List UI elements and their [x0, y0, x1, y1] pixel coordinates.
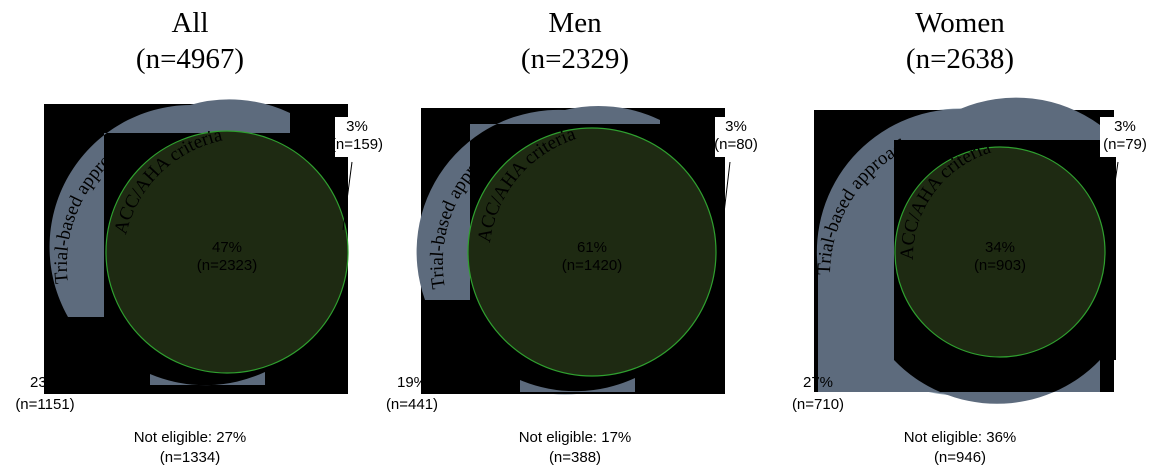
trial-only-pct: 23%	[30, 374, 60, 391]
acc-only-pct: 3%	[725, 118, 747, 135]
not-eligible-n: (n=388)	[549, 449, 601, 466]
acc-only-pct: 3%	[346, 118, 368, 135]
trial-only-n: (n=441)	[386, 396, 438, 413]
trial-only-n: (n=1151)	[15, 396, 74, 413]
overlap-pct: 47%	[212, 239, 242, 256]
panel-women: Women (n=2638) Trial-based approach ACC/…	[792, 7, 1150, 466]
trial-visible-region	[520, 378, 635, 392]
overlap-n: (n=1420)	[562, 257, 622, 274]
acc-only-n: (n=159)	[331, 136, 383, 153]
leader-line	[721, 161, 731, 231]
acc-circle	[894, 146, 1106, 358]
overlap-pct: 61%	[577, 239, 607, 256]
acc-only-n: (n=80)	[714, 136, 758, 153]
panel-men: Men (n=2329) Trial-based approach ACC/AH…	[386, 7, 765, 466]
not-eligible-n: (n=1334)	[160, 449, 220, 466]
not-eligible-label: Not eligible: 36%	[904, 429, 1017, 446]
leader-line	[1107, 161, 1119, 231]
overlap-n: (n=903)	[974, 257, 1026, 274]
trial-only-pct: 27%	[803, 374, 833, 391]
trial-visible-region	[416, 105, 660, 300]
acc-only-n: (n=79)	[1103, 136, 1147, 153]
panel-n: (n=4967)	[136, 43, 244, 75]
leader-line	[342, 161, 353, 231]
panel-title: Men	[548, 7, 602, 39]
trial-only-pct: 19%	[397, 374, 427, 391]
trial-visible-region	[150, 372, 265, 386]
trial-visible-region	[894, 360, 1100, 404]
panel-n: (n=2329)	[521, 43, 629, 75]
panel-n: (n=2638)	[906, 43, 1014, 75]
acc-only-pct: 3%	[1114, 118, 1136, 135]
trial-visible-region	[816, 97, 1100, 392]
overlap-pct: 34%	[985, 239, 1015, 256]
panel-title: All	[171, 7, 208, 39]
not-eligible-n: (n=946)	[934, 449, 986, 466]
not-eligible-label: Not eligible: 17%	[519, 429, 632, 446]
trial-only-n: (n=710)	[792, 396, 844, 413]
acc-circle	[105, 130, 349, 374]
acc-circle	[467, 127, 717, 377]
trial-visible-region	[49, 99, 291, 318]
not-eligible-label: Not eligible: 27%	[134, 429, 247, 446]
panel-title: Women	[915, 7, 1005, 39]
panel-all: All (n=4967) Trial-based approach ACC/AH…	[15, 7, 405, 466]
overlap-n: (n=2323)	[197, 257, 257, 274]
